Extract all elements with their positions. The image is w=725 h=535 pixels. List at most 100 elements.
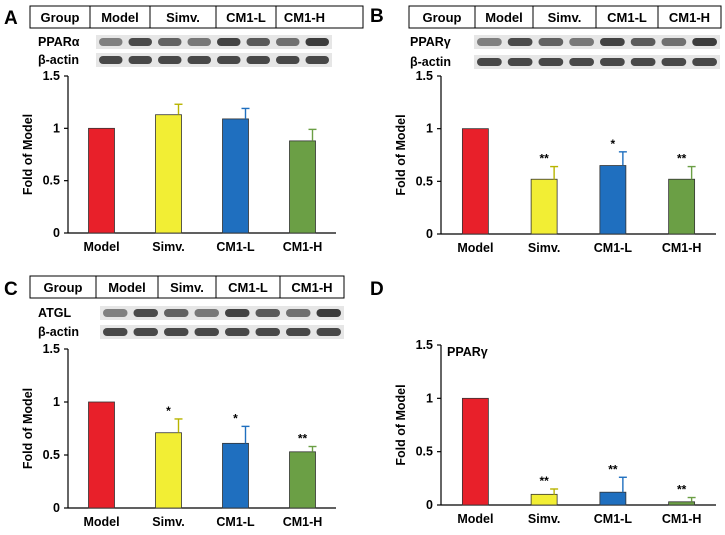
- x-tick-label: Simv.: [528, 241, 560, 255]
- y-tick-label: 1: [426, 391, 433, 405]
- blot-band: [187, 38, 211, 46]
- table-header-cell: CM1-H: [284, 10, 325, 25]
- y-tick-label: 1.5: [43, 69, 60, 83]
- y-axis-label: Fold of Model: [21, 388, 35, 469]
- y-tick-label: 0.5: [43, 448, 60, 462]
- blot-band: [477, 38, 502, 46]
- x-tick-label: CM1-H: [662, 512, 702, 526]
- bar: [88, 127, 115, 234]
- blot-band: [99, 56, 123, 64]
- x-tick-label: Simv.: [528, 512, 560, 526]
- x-tick-label: Model: [83, 515, 119, 529]
- blot-band: [217, 38, 241, 46]
- y-tick-label: 0: [426, 227, 433, 241]
- table-header-cell: Group: [423, 10, 462, 25]
- blot-band: [305, 38, 329, 46]
- blot-band: [133, 309, 158, 317]
- significance-mark: **: [539, 152, 549, 166]
- blot-row-label: PPARα: [38, 35, 80, 49]
- blot-band: [246, 38, 270, 46]
- blot-band: [225, 328, 250, 336]
- bar: [461, 397, 489, 506]
- bar: [155, 432, 182, 509]
- blot-band: [569, 58, 594, 66]
- table-header-cell: Model: [485, 10, 523, 25]
- x-tick-label: CM1-L: [594, 241, 633, 255]
- blot-band: [255, 328, 280, 336]
- y-axis-label: Fold of Model: [394, 384, 408, 465]
- panel-b: B Group Model Simv. CM1-L CM1-H PPARγ β-actin 0 0…: [370, 5, 722, 255]
- bar: [222, 118, 249, 234]
- x-tick-label: CM1-H: [283, 515, 323, 529]
- bar: [461, 128, 489, 235]
- x-tick-label: CM1-L: [216, 515, 255, 529]
- significance-mark: *: [166, 404, 171, 418]
- blot-strip: [474, 35, 720, 49]
- x-tick-label: Model: [83, 240, 119, 254]
- x-tick-label: Simv.: [152, 240, 184, 254]
- bar: [530, 178, 558, 235]
- y-tick-label: 1: [53, 395, 60, 409]
- table-header-cell: CM1-H: [291, 280, 332, 295]
- blot-strip: [100, 306, 344, 320]
- blot-band: [305, 56, 329, 64]
- y-tick-label: 0: [53, 226, 60, 240]
- bar: [155, 114, 182, 234]
- blot-band: [316, 328, 341, 336]
- blot-band: [507, 58, 533, 66]
- y-tick-label: 1: [426, 122, 433, 136]
- blot-band: [477, 58, 502, 66]
- blot-band: [158, 56, 182, 64]
- blot-band: [194, 309, 219, 317]
- blot-band: [600, 58, 625, 66]
- panel-letter: D: [370, 279, 384, 300]
- y-tick-label: 0.5: [43, 174, 60, 188]
- significance-mark: **: [608, 462, 618, 476]
- panel-a: A Group Model Simv. CM1-L CM1-H PPARα β-actin 0 0…: [4, 5, 364, 254]
- blot-band: [316, 309, 341, 317]
- group-table: [29, 275, 345, 299]
- blot-band: [276, 56, 300, 64]
- blot-row-label: PPARγ: [410, 35, 451, 49]
- blot-band: [630, 58, 656, 66]
- blot-band: [538, 38, 564, 46]
- y-tick-label: 1.5: [416, 338, 433, 352]
- blot-row-label: β-actin: [38, 53, 79, 67]
- blot-band: [128, 56, 152, 64]
- bar: [599, 491, 627, 506]
- blot-strip: [96, 53, 332, 67]
- y-tick-label: 0: [426, 498, 433, 512]
- table-header-cell: Model: [108, 280, 146, 295]
- significance-mark: *: [611, 137, 616, 151]
- bar: [530, 493, 558, 506]
- table-header-cell: CM1-H: [669, 10, 710, 25]
- blot-band: [194, 328, 219, 336]
- bar: [289, 451, 316, 509]
- blot-band: [164, 309, 189, 317]
- table-header-cell: Simv.: [548, 10, 582, 25]
- y-tick-label: 0.5: [416, 174, 433, 188]
- bar: [289, 140, 316, 234]
- blot-band: [99, 38, 123, 46]
- group-table: [408, 5, 722, 29]
- blot-band: [569, 38, 594, 46]
- blot-band: [133, 328, 158, 336]
- blot-row-label: β-actin: [410, 55, 451, 69]
- x-tick-label: CM1-H: [662, 241, 702, 255]
- significance-mark: **: [539, 474, 549, 488]
- panel-letter: C: [4, 279, 18, 300]
- y-axis-label: Fold of Model: [394, 114, 408, 195]
- bar: [668, 501, 696, 506]
- y-tick-label: 1.5: [416, 69, 433, 83]
- blot-band: [255, 309, 280, 317]
- x-tick-label: CM1-L: [216, 240, 255, 254]
- blot-strip: [100, 325, 344, 339]
- table-header-cell: CM1-L: [228, 280, 268, 295]
- bar: [599, 165, 627, 235]
- blot-row-label: ATGL: [38, 306, 71, 320]
- chart-title: PPARγ: [447, 345, 488, 359]
- blot-band: [630, 38, 656, 46]
- y-tick-label: 0: [53, 501, 60, 515]
- blot-row-label: β-actin: [38, 325, 79, 339]
- bar: [88, 401, 115, 509]
